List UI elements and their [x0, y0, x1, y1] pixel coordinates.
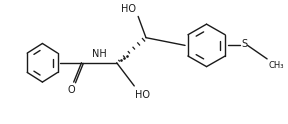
Text: S: S	[242, 39, 248, 49]
Text: NH: NH	[92, 49, 107, 59]
Text: CH₃: CH₃	[268, 61, 284, 70]
Text: HO: HO	[135, 90, 150, 100]
Text: O: O	[68, 85, 75, 95]
Text: HO: HO	[121, 4, 136, 14]
